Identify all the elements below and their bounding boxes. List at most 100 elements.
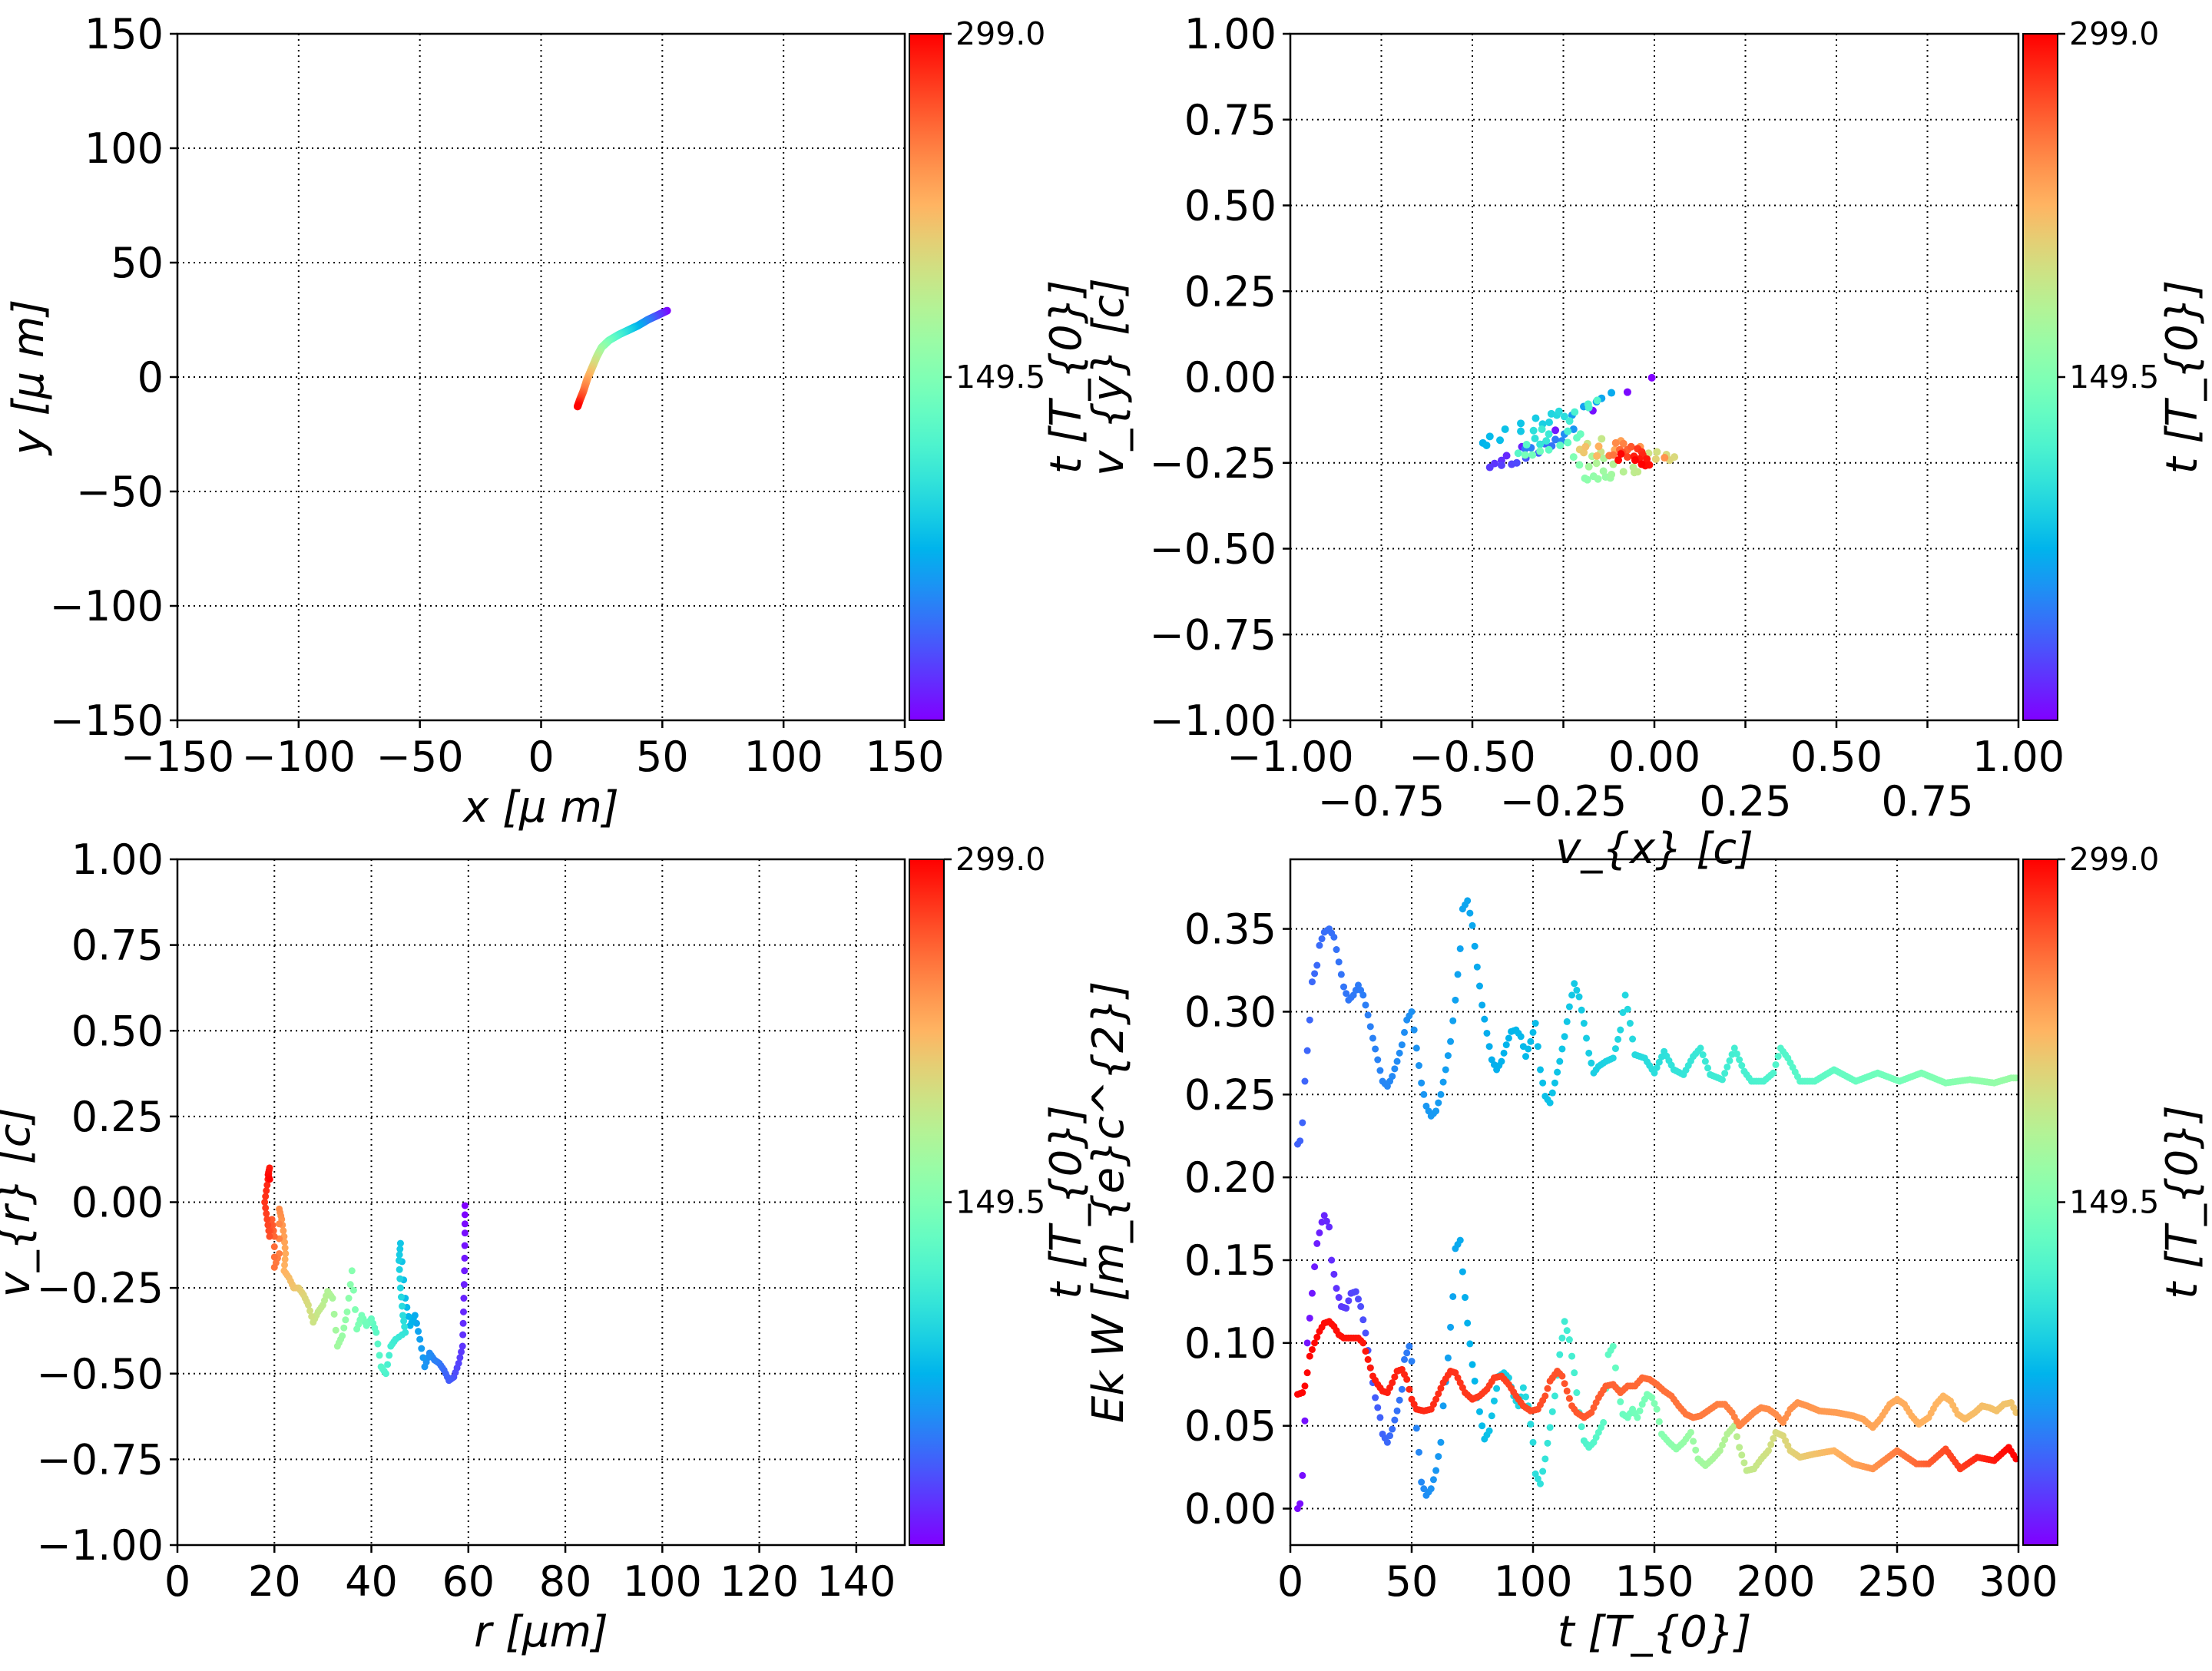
y-axis-label: y [μ m]: [4, 299, 54, 457]
data-point: [1502, 1041, 1510, 1049]
data-point: [1740, 1459, 1748, 1467]
data-point: [459, 1342, 466, 1350]
data-point: [349, 1286, 357, 1294]
data-point: [1439, 1078, 1447, 1086]
data-point: [396, 1284, 404, 1292]
data-point: [1412, 1044, 1420, 1052]
data-point: [1546, 1424, 1554, 1431]
data-point: [1571, 1369, 1578, 1377]
data-point: [1386, 1432, 1394, 1440]
data-point: [1599, 467, 1608, 475]
x-axis-label: r [μm]: [474, 1607, 608, 1657]
data-point: [1383, 1438, 1391, 1446]
data-point: [1482, 441, 1491, 449]
x-tick-label: 50: [1386, 1557, 1439, 1606]
data-point: [1296, 1500, 1304, 1507]
y-tick-label: 0.50: [1184, 182, 1277, 230]
data-point: [1481, 1015, 1488, 1023]
data-point: [1502, 452, 1511, 460]
x-tick-label: 100: [623, 1557, 702, 1606]
data-point: [1308, 978, 1316, 986]
data-point: [1311, 1263, 1319, 1271]
data-point: [1359, 1316, 1367, 1324]
colorbar-gradient: [2022, 33, 2058, 721]
data-point: [1447, 1323, 1455, 1331]
data-point: [1726, 1057, 1734, 1064]
radial-velocity-panel: 0 20 40 60 80 100 120 140 −1.00 −0.75 −0.50 −0.25 0.…: [0, 836, 1091, 1657]
data-point: [376, 1352, 383, 1359]
data-point: [1456, 945, 1464, 952]
y-tick-label: 0.00: [71, 1179, 164, 1227]
y-tick-label: −1.00: [37, 1521, 164, 1570]
data-point: [1306, 1352, 1313, 1360]
x-tick-label: 0: [528, 733, 554, 781]
data-point: [1364, 1011, 1372, 1019]
data-point: [401, 1323, 409, 1331]
data-point: [1701, 1057, 1709, 1065]
data-point: [1389, 1379, 1396, 1387]
colorbar-tick-label: 149.5: [2069, 1184, 2159, 1221]
data-point: [421, 1363, 429, 1371]
data-point: [1464, 1319, 1472, 1327]
data-point: [1545, 445, 1553, 454]
data-point: [1391, 1416, 1399, 1424]
data-point: [1432, 1395, 1440, 1403]
data-point: [1621, 991, 1629, 999]
data-point: [1311, 970, 1319, 978]
data-point: [1738, 1062, 1746, 1070]
data-point: [458, 1348, 465, 1355]
data-point: [1313, 961, 1321, 969]
y-tick-label: 1.00: [71, 836, 164, 884]
data-point: [1418, 1478, 1426, 1486]
y-tick-label: 0.00: [1184, 1485, 1277, 1534]
data-point: [377, 1363, 385, 1371]
data-point: [1575, 461, 1584, 469]
data-point: [1651, 1400, 1658, 1408]
data-point: [1767, 1441, 1775, 1448]
data-point: [1432, 1107, 1440, 1115]
x-tick-label: 0.00: [1608, 733, 1700, 781]
data-point: [1690, 1438, 1697, 1445]
data-point: [343, 1308, 351, 1315]
data-point: [1655, 1418, 1663, 1425]
data-point: [1471, 942, 1479, 950]
data-point: [1578, 1006, 1585, 1014]
data-point: [1580, 448, 1588, 457]
data-point: [1569, 453, 1578, 462]
x-axis-label: t [T_{0}]: [1558, 1607, 1752, 1657]
data-point: [1318, 935, 1326, 943]
data-point: [1420, 1485, 1428, 1493]
data-point: [330, 1310, 338, 1318]
data-point: [461, 1211, 469, 1219]
data-point: [396, 1275, 404, 1282]
data-point: [1653, 1405, 1661, 1413]
data-point: [281, 1261, 289, 1269]
data-point: [400, 1317, 408, 1325]
data-point: [1580, 1020, 1588, 1027]
colorbar-label: t [T_{0}]: [1041, 1105, 1091, 1299]
data-point: [1493, 1385, 1501, 1392]
data-point: [1362, 1348, 1369, 1355]
data-point: [1576, 430, 1584, 438]
data-point: [2012, 1074, 2018, 1082]
data-point: [1452, 996, 1459, 1004]
data-point: [1534, 1043, 1541, 1051]
data-point: [1364, 1355, 1372, 1363]
data-point: [1406, 1385, 1413, 1393]
data-point: [1573, 986, 1581, 994]
data-point: [1522, 1393, 1530, 1401]
data-point: [1551, 435, 1560, 444]
data-point: [1560, 412, 1568, 421]
data-point: [281, 1239, 289, 1246]
data-point: [1609, 1054, 1617, 1062]
data-point: [1488, 1412, 1495, 1420]
data-point: [1337, 971, 1345, 978]
data-point: [1687, 1428, 1694, 1436]
data-point: [1561, 1033, 1568, 1041]
data-point: [1415, 1448, 1422, 1456]
data-point: [1718, 1076, 1726, 1084]
data-point: [1462, 1294, 1469, 1302]
data-point: [1389, 1073, 1396, 1080]
data-point: [1485, 432, 1494, 441]
